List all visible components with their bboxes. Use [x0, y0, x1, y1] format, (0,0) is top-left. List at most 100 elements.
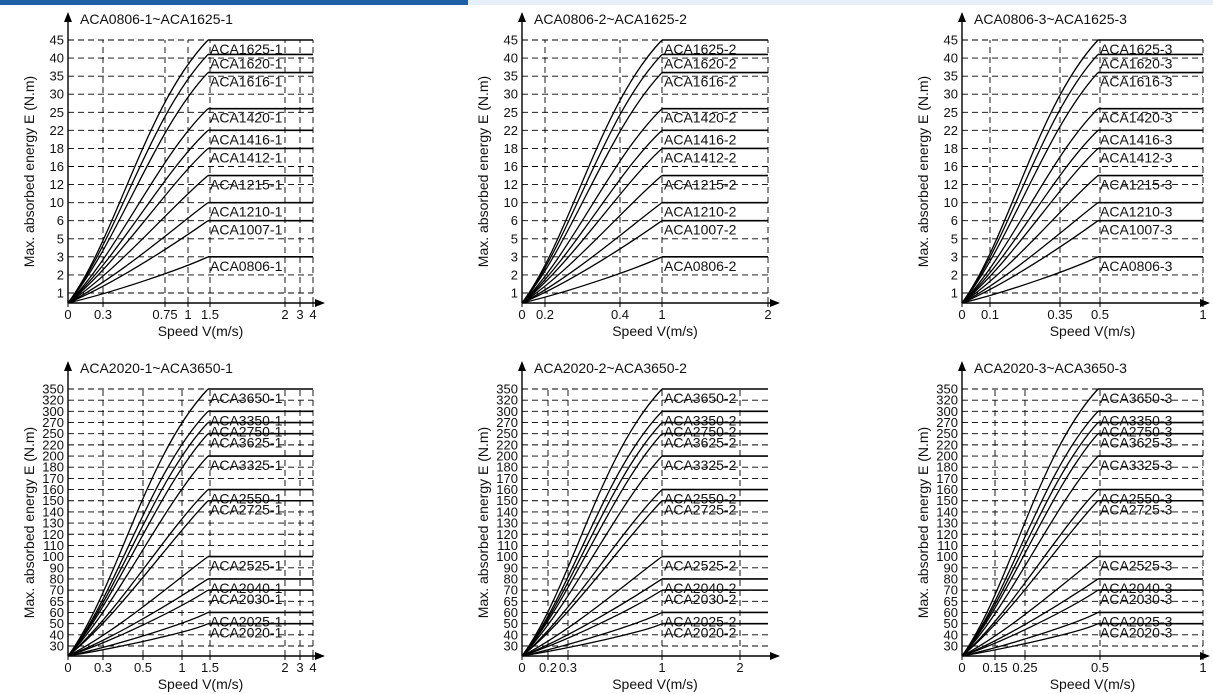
series-curve: [521, 202, 663, 304]
x-axis-label: Speed V(m/s): [1050, 676, 1136, 692]
x-axis-arrow: [770, 299, 780, 307]
x-tick-label: 4: [309, 307, 316, 322]
x-tick-label: 1.5: [201, 307, 219, 322]
y-axis-arrow: [958, 12, 966, 22]
y-tick-label: 180: [936, 460, 958, 475]
series-curve: [961, 108, 1099, 304]
y-tick-label: 100: [42, 549, 64, 564]
x-tick-label: 0.4: [611, 307, 629, 322]
series-curve: [67, 108, 209, 304]
y-tick-label: 300: [496, 404, 518, 419]
y-tick-label: 50: [944, 616, 958, 631]
y-tick-label: 130: [936, 516, 958, 531]
series-label: ACA3350-2: [664, 412, 737, 428]
y-axis-arrow: [518, 12, 526, 22]
x-tick-label: 4: [309, 660, 316, 675]
series-label: ACA1215-1: [210, 177, 283, 193]
series-label: ACA1416-3: [1100, 131, 1173, 147]
y-tick-label: 270: [42, 415, 64, 430]
y-tick-label: 60: [50, 605, 64, 620]
y-tick-label: 65: [944, 594, 958, 609]
series-curve: [961, 433, 1099, 657]
x-tick-label: 0: [518, 307, 525, 322]
y-tick-label: 200: [42, 449, 64, 464]
y-tick-label: 30: [944, 87, 958, 102]
y-axis-label: Max. absorbed energy E (N.m): [475, 427, 491, 618]
series-curve: [67, 202, 209, 304]
y-tick-label: 6: [57, 213, 64, 228]
x-tick-label: 1: [1199, 660, 1206, 675]
x-axis-arrow: [770, 652, 780, 660]
y-tick-label: 120: [42, 527, 64, 542]
y-tick-label: 2: [951, 267, 958, 282]
y-tick-label: 70: [504, 583, 518, 598]
y-tick-label: 30: [504, 639, 518, 654]
y-tick-label: 3: [951, 249, 958, 264]
y-tick-label: 40: [504, 51, 518, 66]
series-curve: [961, 489, 1099, 657]
y-tick-label: 150: [42, 493, 64, 508]
y-tick-label: 180: [496, 460, 518, 475]
y-tick-label: 160: [42, 482, 64, 497]
x-tick-label: 0.3: [94, 307, 112, 322]
series-label: ACA2030-2: [664, 591, 737, 607]
y-tick-label: 200: [496, 449, 518, 464]
series-label: ACA3625-3: [1100, 435, 1173, 451]
series-label: ACA1210-3: [1100, 204, 1173, 220]
series-label: ACA1215-2: [664, 177, 737, 193]
x-axis-arrow: [1200, 299, 1210, 307]
series-curve: [67, 54, 209, 304]
x-axis-label: Speed V(m/s): [612, 323, 698, 339]
y-tick-label: 140: [42, 504, 64, 519]
y-axis-label: Max. absorbed energy E (N.m): [475, 76, 491, 267]
series-label: ACA2040-3: [1100, 580, 1173, 596]
y-tick-label: 1: [511, 286, 518, 301]
y-tick-label: 2: [57, 267, 64, 282]
y-tick-label: 220: [42, 437, 64, 452]
x-tick-label: 0.2: [539, 660, 557, 675]
series-curve: [961, 256, 1099, 304]
y-tick-label: 70: [50, 583, 64, 598]
series-label: ACA2025-1: [210, 613, 283, 629]
series-curve: [961, 39, 1099, 304]
y-tick-label: 80: [944, 571, 958, 586]
chart-title: ACA0806-1~ACA1625-1: [80, 11, 233, 27]
x-tick-label: 0: [64, 660, 71, 675]
series-curve: [521, 589, 663, 657]
series-curve: [961, 455, 1099, 657]
y-tick-label: 40: [944, 627, 958, 642]
series-curve: [521, 410, 663, 657]
y-tick-label: 35: [50, 69, 64, 84]
series-label: ACA1210-2: [664, 204, 737, 220]
series-curve: [521, 489, 663, 657]
series-curve: [521, 455, 663, 657]
series-curve: [67, 147, 209, 304]
y-tick-label: 270: [496, 415, 518, 430]
y-axis-label: Max. absorbed energy E (N.m): [21, 427, 37, 618]
y-tick-label: 25: [504, 105, 518, 120]
x-tick-label: 0: [958, 660, 965, 675]
series-curve: [961, 388, 1099, 657]
series-label: ACA1625-2: [664, 41, 737, 57]
series-label: ACA2525-1: [210, 558, 283, 574]
y-tick-label: 140: [496, 504, 518, 519]
series-label: ACA3350-3: [1100, 412, 1173, 428]
y-tick-label: 40: [50, 627, 64, 642]
x-tick-label: 0.5: [134, 660, 152, 675]
series-label: ACA1620-2: [664, 55, 737, 71]
series-curve: [67, 578, 209, 657]
y-tick-label: 250: [496, 426, 518, 441]
y-tick-label: 40: [944, 51, 958, 66]
y-tick-label: 170: [496, 471, 518, 486]
y-tick-label: 65: [504, 594, 518, 609]
chart-title: ACA0806-2~ACA1625-2: [534, 11, 687, 27]
x-tick-label: 0.2: [536, 307, 554, 322]
y-tick-label: 45: [944, 33, 958, 48]
series-label: ACA1420-1: [210, 110, 283, 126]
series-label: ACA2725-3: [1100, 502, 1173, 518]
y-tick-label: 25: [50, 105, 64, 120]
y-tick-label: 60: [504, 605, 518, 620]
series-label: ACA3325-2: [664, 457, 737, 473]
series-label: ACA2525-2: [664, 558, 737, 574]
